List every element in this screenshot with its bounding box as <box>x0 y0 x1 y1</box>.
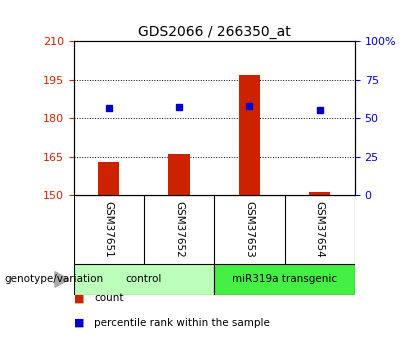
Polygon shape <box>55 272 69 287</box>
Text: GSM37651: GSM37651 <box>104 201 114 258</box>
Text: control: control <box>126 275 162 284</box>
Bar <box>214 264 355 295</box>
Text: count: count <box>94 294 124 303</box>
Text: GSM37654: GSM37654 <box>315 201 325 258</box>
Bar <box>168 154 189 195</box>
Bar <box>239 75 260 195</box>
Text: ■: ■ <box>74 318 84 327</box>
Bar <box>309 193 330 195</box>
Text: GSM37652: GSM37652 <box>174 201 184 258</box>
Text: genotype/variation: genotype/variation <box>4 275 103 284</box>
Text: miR319a transgenic: miR319a transgenic <box>232 275 337 284</box>
Text: percentile rank within the sample: percentile rank within the sample <box>94 318 270 327</box>
Bar <box>74 264 214 295</box>
Text: ■: ■ <box>74 294 84 303</box>
Text: GSM37653: GSM37653 <box>244 201 255 258</box>
Title: GDS2066 / 266350_at: GDS2066 / 266350_at <box>138 25 291 39</box>
Bar <box>98 162 119 195</box>
